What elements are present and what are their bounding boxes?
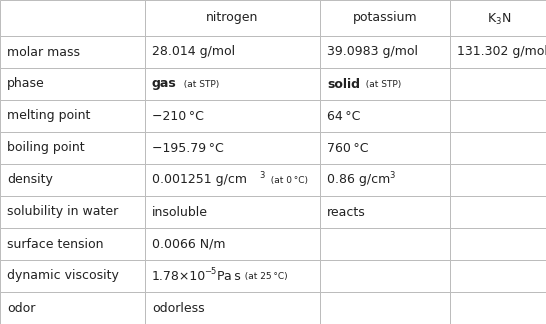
Bar xyxy=(450,196,546,228)
Bar xyxy=(145,292,320,324)
Bar xyxy=(145,68,320,100)
Text: (at STP): (at STP) xyxy=(360,79,401,88)
Text: N: N xyxy=(502,11,512,25)
Text: solid: solid xyxy=(327,77,360,90)
Text: K: K xyxy=(488,11,496,25)
Bar xyxy=(320,0,450,36)
Bar xyxy=(145,164,320,196)
Text: 760 °C: 760 °C xyxy=(327,142,369,155)
Bar xyxy=(145,196,320,228)
Bar xyxy=(0,196,145,228)
Bar xyxy=(450,36,546,68)
Text: −5: −5 xyxy=(204,268,216,276)
Text: (at 25 °C): (at 25 °C) xyxy=(239,272,288,281)
Text: 64 °C: 64 °C xyxy=(327,110,360,122)
Bar xyxy=(145,132,320,164)
Text: dynamic viscosity: dynamic viscosity xyxy=(7,270,119,283)
Bar xyxy=(450,68,546,100)
Bar xyxy=(450,0,546,36)
Text: insoluble: insoluble xyxy=(152,205,208,218)
Bar xyxy=(450,228,546,260)
Text: (at 0 °C): (at 0 °C) xyxy=(265,176,308,184)
Text: 0.86 g/cm: 0.86 g/cm xyxy=(327,173,390,187)
Bar xyxy=(320,228,450,260)
Bar xyxy=(450,132,546,164)
Text: Pa s: Pa s xyxy=(213,270,241,283)
Bar xyxy=(145,36,320,68)
Bar xyxy=(145,100,320,132)
Text: −195.79 °C: −195.79 °C xyxy=(152,142,224,155)
Text: nitrogen: nitrogen xyxy=(206,11,259,25)
Bar xyxy=(450,100,546,132)
Text: density: density xyxy=(7,173,53,187)
Text: 0.0066 N/m: 0.0066 N/m xyxy=(152,237,225,250)
Text: (at STP): (at STP) xyxy=(178,79,219,88)
Text: 3: 3 xyxy=(259,171,264,180)
Bar xyxy=(145,0,320,36)
Bar xyxy=(0,164,145,196)
Bar xyxy=(320,260,450,292)
Text: melting point: melting point xyxy=(7,110,91,122)
Text: surface tension: surface tension xyxy=(7,237,104,250)
Bar xyxy=(320,292,450,324)
Bar xyxy=(0,132,145,164)
Text: 1.78×10: 1.78×10 xyxy=(152,270,206,283)
Bar xyxy=(450,260,546,292)
Bar xyxy=(0,292,145,324)
Text: −210 °C: −210 °C xyxy=(152,110,204,122)
Bar xyxy=(320,36,450,68)
Text: phase: phase xyxy=(7,77,45,90)
Bar xyxy=(0,0,145,36)
Text: reacts: reacts xyxy=(327,205,366,218)
Text: solubility in water: solubility in water xyxy=(7,205,118,218)
Bar xyxy=(0,100,145,132)
Text: potassium: potassium xyxy=(353,11,417,25)
Bar xyxy=(450,292,546,324)
Text: 3: 3 xyxy=(389,171,394,180)
Text: boiling point: boiling point xyxy=(7,142,85,155)
Bar xyxy=(320,164,450,196)
Text: 28.014 g/mol: 28.014 g/mol xyxy=(152,45,235,59)
Bar xyxy=(0,36,145,68)
Text: odor: odor xyxy=(7,302,35,315)
Bar xyxy=(320,68,450,100)
Bar xyxy=(320,132,450,164)
Text: 3: 3 xyxy=(495,17,500,26)
Text: gas: gas xyxy=(152,77,177,90)
Text: odorless: odorless xyxy=(152,302,205,315)
Bar xyxy=(0,68,145,100)
Text: 131.302 g/mol: 131.302 g/mol xyxy=(457,45,546,59)
Bar xyxy=(320,100,450,132)
Text: molar mass: molar mass xyxy=(7,45,80,59)
Bar xyxy=(320,196,450,228)
Text: 39.0983 g/mol: 39.0983 g/mol xyxy=(327,45,418,59)
Bar xyxy=(145,260,320,292)
Bar xyxy=(0,260,145,292)
Bar xyxy=(450,164,546,196)
Bar xyxy=(145,228,320,260)
Bar xyxy=(0,228,145,260)
Text: 0.001251 g/cm: 0.001251 g/cm xyxy=(152,173,247,187)
